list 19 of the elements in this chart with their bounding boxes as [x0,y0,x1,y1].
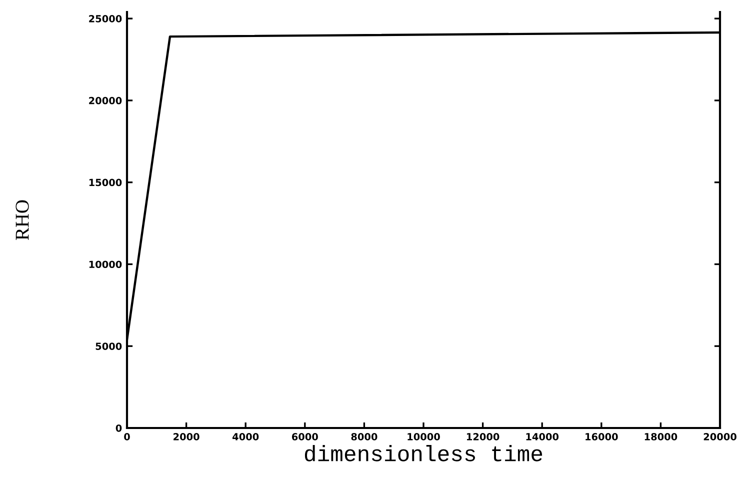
x-tick-label: 18000 [644,433,678,440]
x-tick-label: 8000 [351,433,378,440]
x-tick-label: 0 [124,433,130,440]
x-tick-label: 12000 [466,433,500,440]
y-tick-label: 10000 [89,260,122,268]
y-tick-label: 20000 [89,96,122,104]
y-tick-label: 25000 [89,15,122,22]
x-tick-label: 10000 [408,433,440,440]
x-tick-label: 16000 [586,433,618,440]
y-tick-label: 0 [116,424,122,432]
y-tick-label: 5000 [96,342,122,350]
x-tick-label: 20000 [704,433,736,440]
y-tick-label: 15000 [89,178,122,186]
x-tick-label: 14000 [526,433,559,440]
x-tick-label: 2000 [174,433,200,440]
x-tick-label: 4000 [232,433,259,440]
y-axis-title: RHO [16,200,29,240]
x-tick-label: 6000 [292,433,318,440]
x-axis-title: dimensionless time [304,445,542,462]
